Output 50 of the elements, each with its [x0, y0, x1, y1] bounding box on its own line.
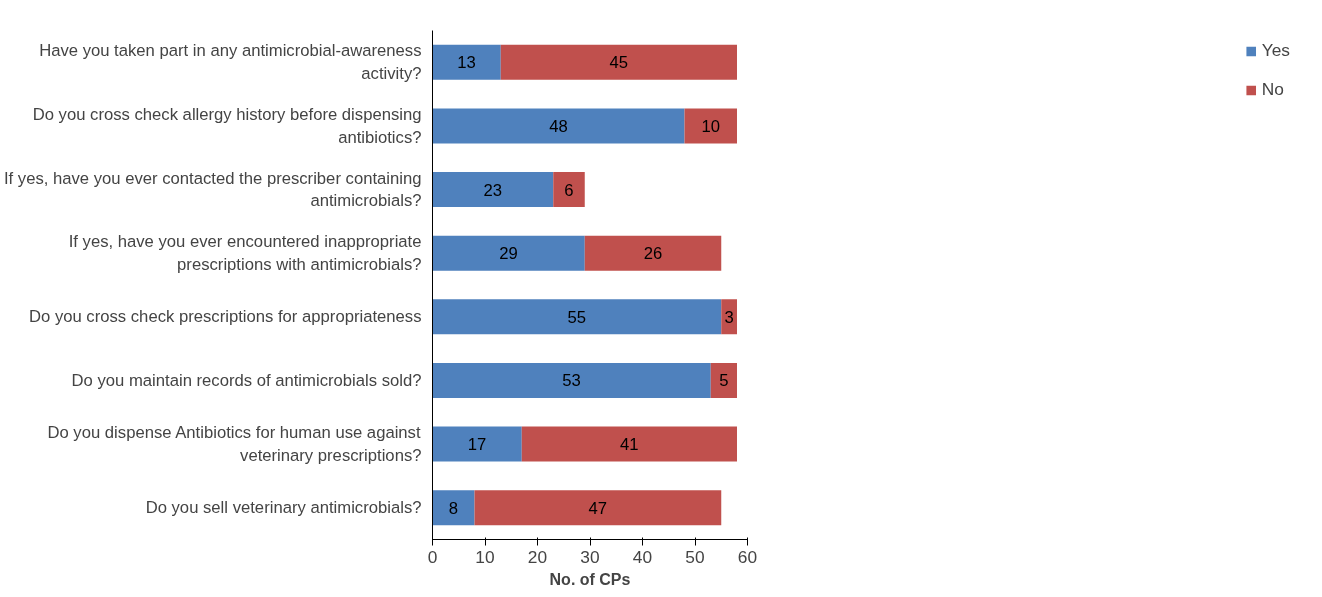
- x-tick-label: 0: [427, 546, 438, 567]
- y-tick-label: Have you taken part in any antimicrobial-awareness activity?: [39, 41, 422, 84]
- bar: [432, 299, 722, 335]
- x-tick-label: 20: [527, 546, 548, 567]
- data-label: 26: [643, 244, 663, 264]
- data-label: 48: [549, 116, 568, 136]
- bar: [432, 490, 475, 526]
- bar: [521, 426, 737, 462]
- data-label: 29: [499, 244, 518, 264]
- data-label: 13: [457, 53, 476, 73]
- bar: [432, 172, 554, 208]
- y-tick-label: Do you maintain records of antimicrobials sold?: [71, 370, 422, 390]
- bar: [474, 490, 722, 526]
- x-tick-label: 30: [580, 546, 600, 567]
- data-label: 10: [701, 116, 721, 136]
- legend-label: No: [1261, 79, 1284, 100]
- data-label: 23: [483, 180, 503, 200]
- bar: [432, 235, 585, 271]
- bar: [710, 362, 737, 398]
- bar: [432, 108, 685, 144]
- x-tick-label: 50: [685, 546, 705, 567]
- data-label: 6: [564, 180, 574, 200]
- data-label: 41: [620, 435, 639, 455]
- data-label: 8: [448, 498, 459, 518]
- y-tick-label: Do you dispense Antibiotics for human use against veterinary prescriptions?: [47, 423, 422, 465]
- y-tick-label: If yes, have you ever contacted the prescriber containing antimicrobials?: [3, 168, 422, 211]
- bar: [432, 362, 711, 398]
- bar: [584, 235, 722, 271]
- x-tick-label: 40: [632, 546, 653, 567]
- y-tick-label: If yes, have you ever encountered inappropriate prescriptions with antimicrobials?: [68, 232, 422, 275]
- x-tick-label: 60: [737, 546, 758, 567]
- x-axis-title: No. of CPs: [549, 570, 631, 588]
- bar: [721, 299, 737, 335]
- bar: [500, 44, 737, 80]
- y-tick-label: Do you sell veterinary antimicrobials?: [145, 498, 422, 518]
- bar: [432, 44, 501, 80]
- data-label: 47: [588, 498, 608, 518]
- data-label: 45: [609, 53, 629, 73]
- data-label: 53: [562, 371, 581, 391]
- data-label: 55: [567, 307, 587, 327]
- data-label: 17: [467, 435, 487, 455]
- bar: [432, 426, 522, 462]
- y-tick-label: Do you cross check prescriptions for appropriateness: [28, 307, 422, 327]
- bar: [684, 108, 737, 144]
- data-label: 3: [724, 307, 734, 327]
- data-label: 5: [719, 371, 729, 391]
- y-tick-label: Do you cross check allergy history before dispensing antibiotics?: [32, 105, 422, 147]
- legend-label: Yes: [1261, 40, 1290, 61]
- x-tick-label: 10: [475, 546, 495, 567]
- bar: [553, 172, 585, 208]
